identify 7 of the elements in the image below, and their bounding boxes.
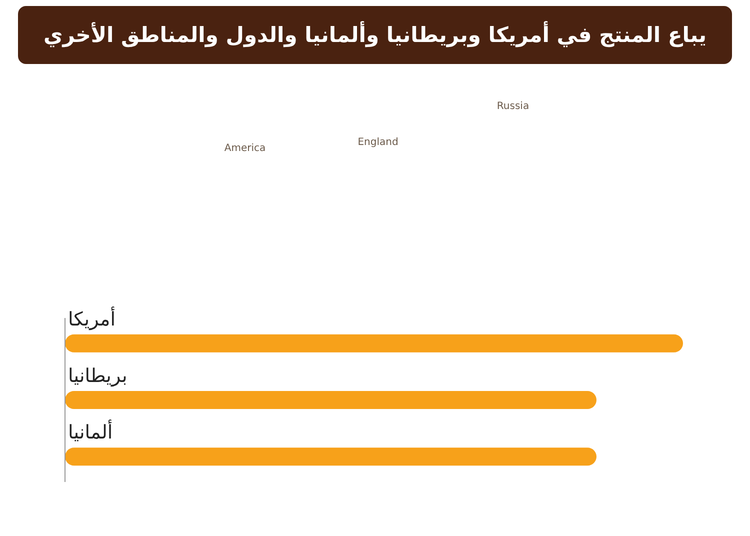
text: America (224, 143, 266, 154)
text: England (358, 137, 398, 148)
y-tick-label: بريطانيا (68, 365, 128, 387)
chart-title: يباع المنتج في أمريكا وبريطانيا وألمانيا والدول والمناطق الأخري (43, 21, 707, 48)
y-tick-label: ألمانيا (68, 420, 113, 444)
y-tick-label: أمريكا (68, 306, 116, 330)
text: Russia (496, 101, 530, 112)
